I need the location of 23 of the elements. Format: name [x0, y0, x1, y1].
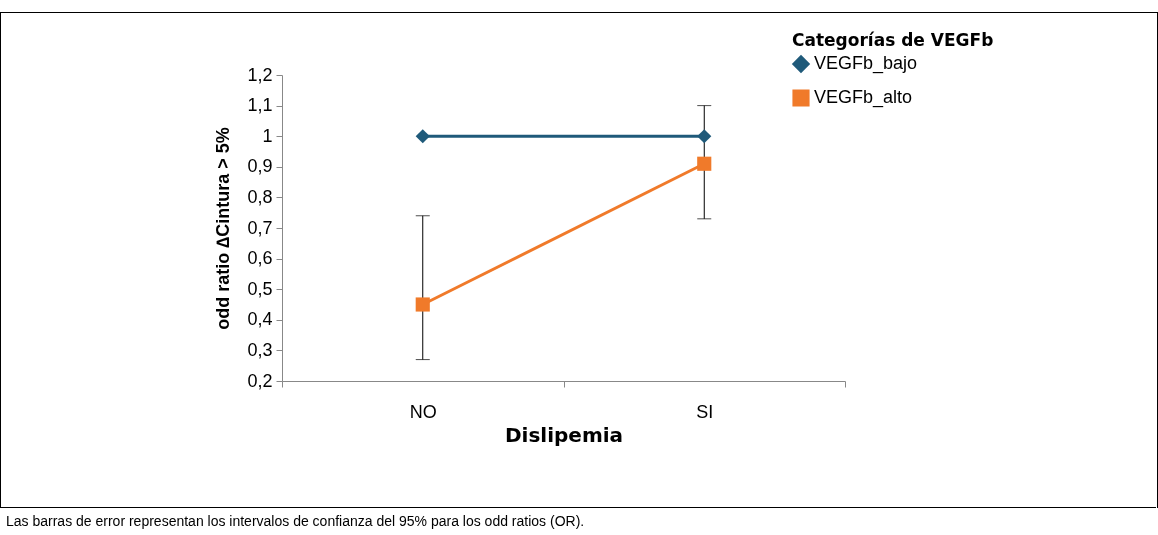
- y-tick-label: 1,2: [247, 64, 273, 85]
- point: [415, 129, 430, 144]
- y-tick-label: 0,6: [247, 248, 273, 269]
- y-tick-label: 0,8: [247, 186, 273, 207]
- x-tick-label: SI: [696, 401, 714, 422]
- legend-label: VEGFb_alto: [814, 87, 913, 108]
- legend-title: Categorías de VEGFb: [792, 30, 994, 50]
- y-tick-label: 0,2: [247, 370, 273, 391]
- x-axis-title: Dislipemia: [504, 422, 624, 447]
- y-tick-label: 0,5: [247, 278, 273, 299]
- y-tick-label: 1,1: [247, 95, 273, 116]
- point: [697, 129, 712, 144]
- text: Las barras de error representan los intervalos de confianza del 95% para los odd ratios (OR).: [6, 513, 585, 529]
- point: [697, 156, 712, 171]
- y-tick-label: 0,4: [247, 309, 273, 330]
- y-tick-label: 0,9: [247, 156, 273, 177]
- x-tick-label: NO: [409, 401, 437, 422]
- point: [415, 297, 430, 312]
- y-tick-label: 0,7: [247, 217, 273, 238]
- y-tick-label: 0,3: [247, 339, 273, 360]
- y-axis-title: odd ratio ∆Cintura > 5%: [213, 127, 234, 330]
- legend-label: VEGFb_bajo: [814, 53, 918, 74]
- y-tick-label: 1: [262, 125, 273, 146]
